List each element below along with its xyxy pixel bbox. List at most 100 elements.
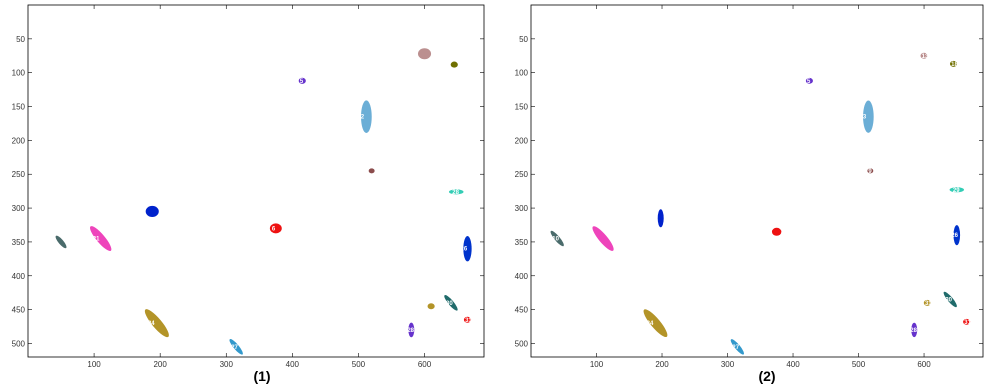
object-label: 29	[953, 188, 960, 194]
object-label: 24	[647, 321, 654, 327]
segmented-object: 26	[951, 225, 961, 246]
object-shape	[963, 318, 971, 325]
object-shape	[643, 309, 668, 338]
object-label: 31	[465, 318, 472, 324]
object-label: 27	[732, 345, 739, 351]
y-tick-label: 400	[515, 272, 529, 281]
x-tick-label: 300	[721, 360, 735, 369]
object-shape	[592, 226, 614, 251]
object-shape	[444, 295, 458, 311]
segmented-object: 6	[269, 223, 282, 234]
object-label: 26	[461, 247, 468, 253]
segmented-object: 9	[867, 168, 874, 175]
object-shape	[463, 235, 472, 262]
object-label: 9	[868, 169, 872, 175]
y-tick-label: 200	[12, 136, 26, 145]
x-tick-label: 100	[590, 360, 604, 369]
y-tick-label: 100	[515, 69, 529, 78]
segmented-object: 13	[920, 52, 929, 60]
y-tick-label: 150	[515, 103, 529, 112]
segmented-object: 30	[943, 291, 957, 308]
x-tick-label: 300	[220, 360, 234, 369]
plot-2: 100 200 300 400 500 600 50 100 150 200 250 300 350 40…	[515, 4, 984, 369]
y-tick-label: 100	[12, 69, 26, 78]
x-tick-label: 500	[352, 360, 366, 369]
segmented-object	[55, 235, 67, 249]
object-shape	[89, 226, 112, 251]
object-label: 5	[807, 79, 811, 85]
object-label: 24	[148, 321, 155, 327]
object-shape	[145, 205, 159, 217]
segmented-object: 31	[923, 299, 932, 307]
segmented-object: 22	[357, 100, 372, 134]
y-tick-label: 300	[12, 204, 26, 213]
segmented-object	[368, 168, 375, 174]
object-shape	[805, 77, 813, 84]
object-shape	[463, 316, 472, 323]
object-shape	[298, 77, 306, 84]
y-tick-label: 50	[16, 35, 25, 44]
y-tick-label: 250	[12, 170, 26, 179]
x-tick-label: 200	[153, 360, 167, 369]
object-shape	[657, 209, 664, 228]
segmented-object: 24	[144, 309, 169, 338]
panel-1: 100 200 300 400 500 600 50 100 150 200 250 300 350 40…	[0, 0, 496, 387]
object-shape	[448, 189, 464, 195]
object-shape	[730, 339, 744, 355]
object-shape	[771, 227, 782, 236]
segmented-object: 5	[805, 77, 813, 85]
segmented-object	[427, 303, 435, 310]
plot-1: 100 200 300 400 500 600 50 100 150 200 250 300 350 40…	[12, 4, 485, 369]
x-tick-label: 100	[87, 360, 101, 369]
segmented-object: 24	[643, 309, 668, 338]
y-tick-label: 500	[12, 339, 26, 348]
object-shape	[953, 225, 961, 246]
y-tick-label: 350	[515, 238, 529, 247]
segmented-object	[592, 226, 614, 251]
object-label: 28	[910, 328, 917, 334]
object-label: 22	[357, 115, 364, 121]
segmented-object: 28	[910, 322, 918, 338]
segmented-object: 10	[550, 230, 564, 247]
segmented-object: 23	[860, 100, 874, 133]
panel-2: 100 200 300 400 500 600 50 100 150 200 250 300 350 40…	[497, 0, 993, 387]
object-shape	[949, 60, 958, 67]
plot-frame	[530, 4, 984, 358]
object-shape	[427, 303, 435, 310]
object-label: 31	[925, 301, 932, 307]
y-tick-label: 400	[12, 272, 26, 281]
plot-frame	[27, 4, 485, 358]
y-tick-label: 150	[12, 103, 26, 112]
y-tick-label: 300	[515, 204, 529, 213]
x-tick-label: 500	[852, 360, 866, 369]
object-shape	[144, 309, 169, 338]
object-label: 5	[300, 79, 304, 85]
object-shape	[949, 187, 965, 193]
object-shape	[417, 48, 432, 60]
segmented-object: 27	[730, 339, 744, 355]
y-tick-label: 350	[12, 238, 26, 247]
segmented-object: 21	[89, 226, 112, 251]
caption-1: (1)	[253, 368, 271, 384]
segmented-object: 30	[444, 295, 458, 311]
y-tick-label: 200	[515, 136, 529, 145]
object-shape	[920, 52, 928, 59]
segmented-object: 18	[949, 60, 959, 68]
object-label: 28	[407, 328, 414, 334]
segmented-object	[771, 227, 782, 236]
x-tick-label: 600	[418, 360, 432, 369]
object-shape	[55, 235, 67, 249]
object-shape	[368, 168, 375, 174]
object-shape	[450, 61, 458, 68]
y-tick-label: 50	[519, 35, 528, 44]
object-label: 30	[945, 297, 952, 303]
object-label: 31	[964, 320, 971, 326]
object-shape	[269, 223, 282, 234]
caption-2: (2)	[758, 368, 776, 384]
y-tick-label: 450	[515, 306, 529, 315]
object-label: 18	[951, 62, 958, 68]
object-shape	[911, 322, 918, 338]
segmented-object: 26	[461, 235, 472, 262]
x-tick-label: 400	[786, 360, 800, 369]
object-label: 10	[552, 237, 559, 243]
